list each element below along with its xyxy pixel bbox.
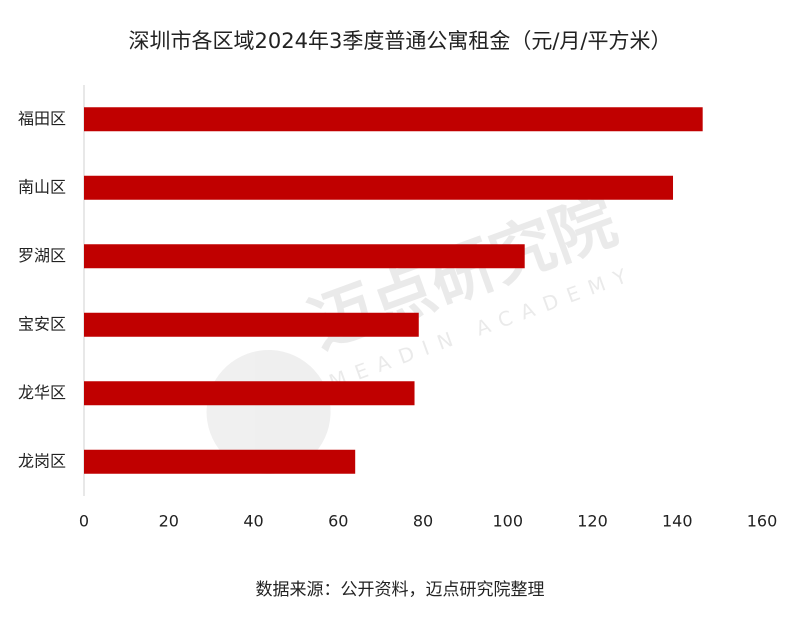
x-tick-label: 0 — [79, 512, 89, 531]
watermark: 迈点研究院 MEADIN ACADEMY — [206, 184, 639, 474]
x-tick-label: 140 — [662, 512, 693, 531]
watermark-logo — [206, 349, 331, 474]
x-tick-label: 80 — [413, 512, 433, 531]
x-tick-label: 100 — [492, 512, 523, 531]
x-tick-label: 40 — [243, 512, 263, 531]
x-tick-label: 60 — [328, 512, 348, 531]
x-tick-label: 160 — [747, 512, 778, 531]
y-tick-label: 福田区 — [18, 109, 66, 128]
y-tick-label: 龙华区 — [18, 383, 66, 402]
y-tick-label: 罗湖区 — [18, 246, 66, 265]
y-tick-label: 龙岗区 — [18, 451, 66, 470]
bar — [84, 107, 703, 132]
bar — [84, 175, 674, 200]
chart-title: 深圳市各区域2024年3季度普通公寓租金（元/月/平方米） — [129, 29, 672, 53]
bar — [84, 381, 415, 406]
bar — [84, 244, 525, 269]
source-note: 数据来源：公开资料，迈点研究院整理 — [256, 580, 545, 600]
y-tick-label: 南山区 — [18, 177, 66, 196]
bar — [84, 312, 419, 337]
x-tick-label: 120 — [577, 512, 608, 531]
bar — [84, 449, 356, 474]
y-tick-label: 宝安区 — [18, 314, 66, 333]
x-tick-label: 20 — [159, 512, 179, 531]
